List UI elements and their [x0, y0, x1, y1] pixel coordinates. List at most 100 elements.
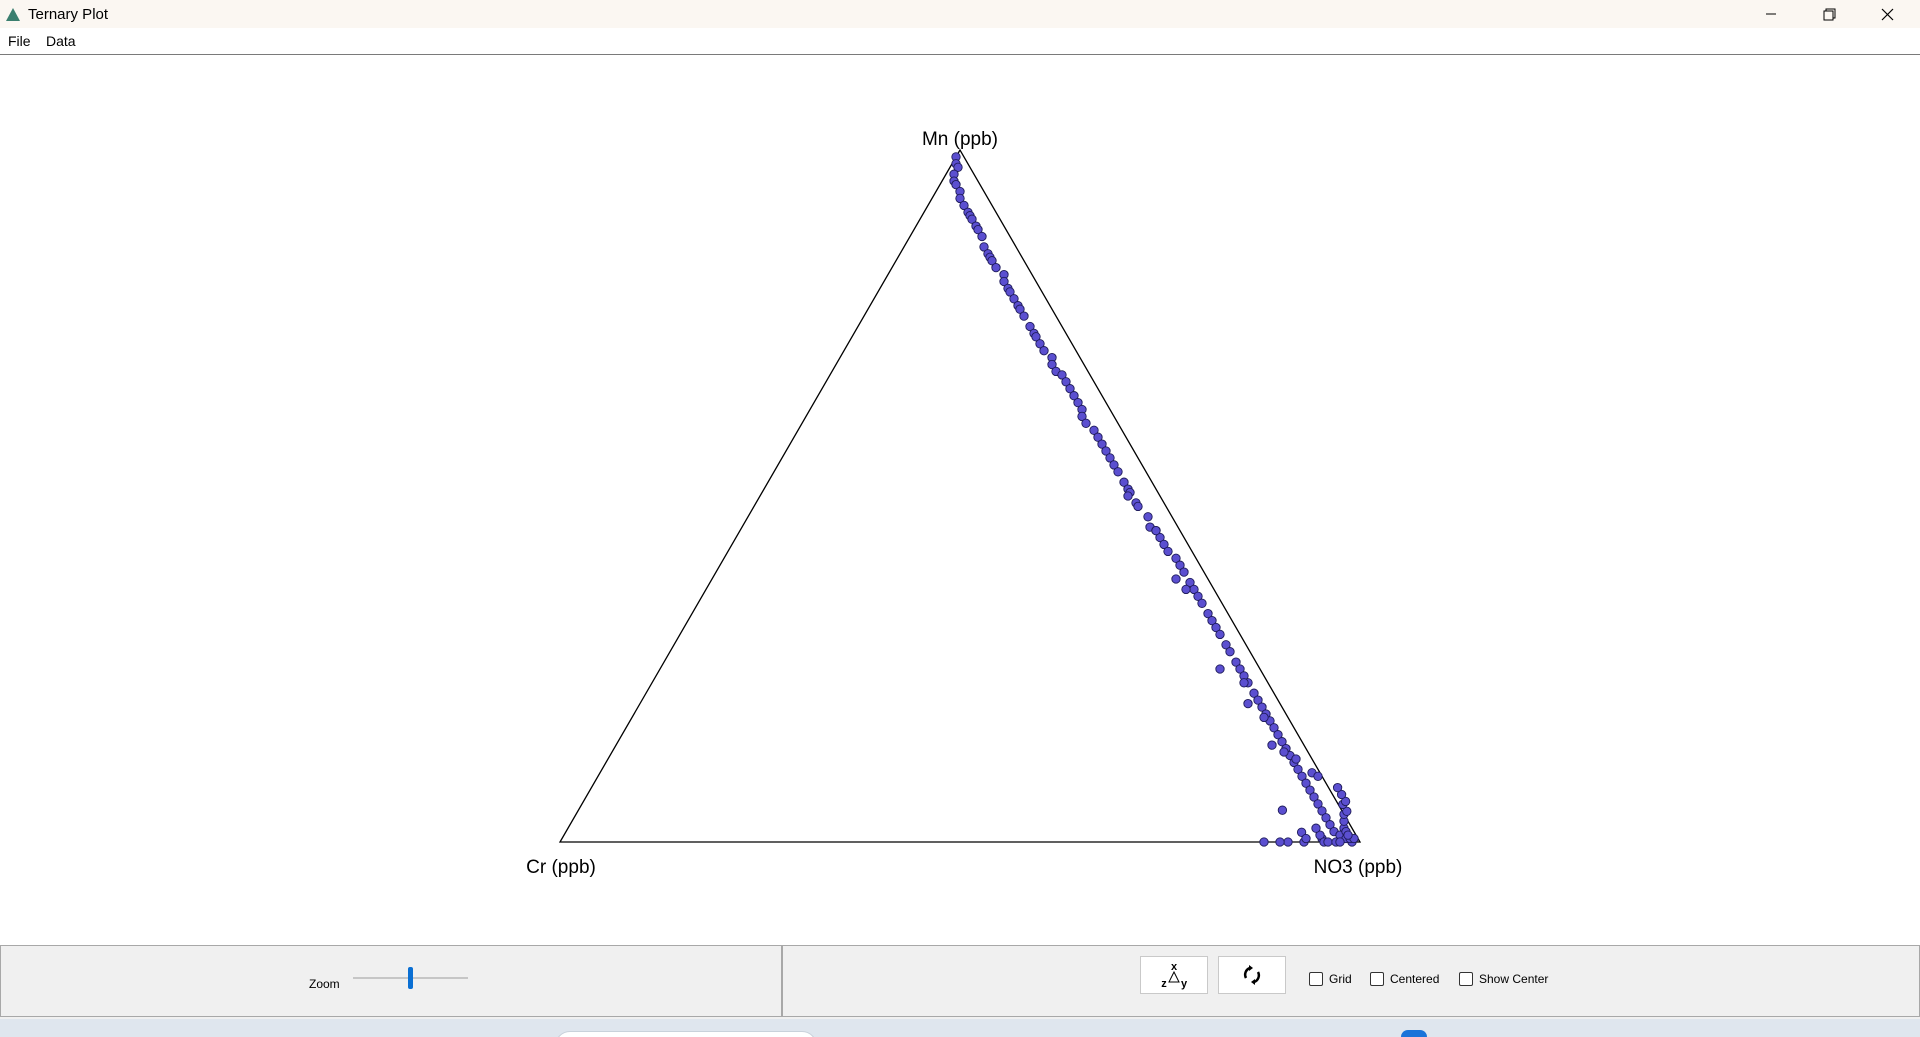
- ternary-plot[interactable]: Mn (ppb) Cr (ppb) NO3 (ppb): [0, 55, 1920, 945]
- ternary-triangle: [558, 148, 1362, 843]
- zoom-slider[interactable]: [353, 967, 468, 989]
- menu-bar: File Data: [0, 28, 1920, 55]
- data-point: [1315, 830, 1325, 840]
- zoom-slider-thumb[interactable]: [408, 967, 413, 989]
- svg-text:z: z: [1161, 978, 1167, 990]
- data-point: [1123, 491, 1133, 501]
- data-point: [1259, 712, 1269, 723]
- minimize-icon: [1766, 13, 1776, 15]
- data-point: [1273, 730, 1283, 740]
- data-point: [1291, 754, 1301, 764]
- data-point: [1133, 501, 1143, 512]
- rotate-button[interactable]: [1218, 956, 1286, 994]
- data-point: [1077, 411, 1087, 422]
- data-point: [1119, 477, 1129, 487]
- data-point: [1279, 747, 1289, 757]
- data-point: [991, 262, 1001, 273]
- maximize-icon: [1823, 8, 1835, 20]
- grid-checkbox-label: Grid: [1329, 972, 1352, 986]
- data-point: [1249, 688, 1259, 698]
- data-point: [1009, 294, 1019, 304]
- minimize-button[interactable]: [1742, 0, 1800, 28]
- swap-axes-button[interactable]: x z y: [1140, 956, 1208, 994]
- data-point: [1081, 418, 1091, 428]
- data-point: [1296, 827, 1307, 837]
- data-point: [1293, 764, 1303, 774]
- data-point: [1061, 377, 1071, 387]
- data-point: [979, 242, 989, 252]
- data-point: [953, 162, 963, 172]
- data-point: [973, 224, 983, 235]
- data-point: [1039, 346, 1049, 356]
- data-point: [1239, 678, 1249, 688]
- data-point: [1231, 657, 1241, 667]
- data-point: [1159, 539, 1169, 550]
- data-point: [1005, 287, 1015, 297]
- data-point: [1221, 640, 1231, 650]
- show-center-checkbox[interactable]: Show Center: [1459, 972, 1548, 986]
- taskbar: [0, 1019, 1920, 1037]
- data-point: [951, 179, 961, 190]
- data-point: [1269, 723, 1279, 733]
- data-point: [1143, 512, 1153, 522]
- data-point: [1015, 304, 1025, 314]
- close-button[interactable]: [1858, 0, 1916, 28]
- data-point: [1155, 532, 1165, 543]
- data-point: [1297, 771, 1307, 781]
- data-points: [949, 152, 1359, 847]
- data-point: [1340, 796, 1351, 807]
- data-point: [1277, 737, 1287, 747]
- data-point: [1321, 813, 1331, 823]
- data-point: [1211, 622, 1221, 633]
- data-point: [1185, 577, 1195, 588]
- grid-checkbox-box[interactable]: [1309, 972, 1323, 986]
- data-point: [1313, 771, 1323, 781]
- data-point: [1335, 837, 1345, 847]
- plot-area: Mn (ppb) Cr (ppb) NO3 (ppb): [0, 55, 1920, 945]
- taskbar-search[interactable]: [555, 1031, 817, 1037]
- data-point: [1171, 553, 1181, 563]
- close-icon: [1881, 8, 1893, 20]
- centered-checkbox[interactable]: Centered: [1370, 972, 1439, 986]
- centered-checkbox-box[interactable]: [1370, 972, 1384, 986]
- data-point: [1019, 311, 1029, 321]
- data-point: [1181, 584, 1191, 595]
- data-point: [1171, 574, 1181, 584]
- data-point: [1089, 425, 1099, 435]
- control-bar: Zoom x z y Grid Cen: [0, 945, 1920, 1019]
- grid-checkbox[interactable]: Grid: [1309, 972, 1352, 986]
- data-point: [1257, 702, 1267, 712]
- data-point: [1301, 778, 1311, 788]
- svg-text:x: x: [1171, 961, 1178, 973]
- data-point: [1105, 453, 1115, 463]
- options-panel: x z y Grid Centered Show Center: [782, 945, 1920, 1017]
- data-point: [1047, 359, 1057, 370]
- menu-data[interactable]: Data: [46, 33, 76, 49]
- data-point: [999, 276, 1009, 287]
- data-point: [1259, 837, 1269, 847]
- data-point: [1275, 837, 1285, 847]
- data-point: [1215, 629, 1225, 640]
- zoom-label: Zoom: [309, 977, 340, 991]
- data-point: [955, 193, 965, 204]
- data-point: [1277, 805, 1288, 815]
- svg-text:y: y: [1181, 978, 1188, 990]
- data-point: [1305, 785, 1315, 795]
- vertex-label-right: NO3 (ppb): [1314, 857, 1403, 878]
- data-point: [1317, 806, 1327, 816]
- data-point: [1313, 799, 1323, 809]
- menu-file[interactable]: File: [8, 33, 31, 49]
- show-center-checkbox-box[interactable]: [1459, 972, 1473, 986]
- data-point: [1197, 598, 1207, 608]
- data-point: [1332, 782, 1343, 793]
- data-point: [1093, 432, 1103, 442]
- data-point: [1311, 823, 1321, 833]
- data-point: [1069, 391, 1079, 401]
- data-point: [977, 231, 987, 242]
- maximize-button[interactable]: [1800, 0, 1858, 28]
- data-point: [1343, 830, 1353, 840]
- data-point: [1065, 384, 1075, 394]
- data-point: [1097, 439, 1107, 449]
- triangle-app-icon: [6, 8, 20, 21]
- data-point: [1235, 664, 1245, 674]
